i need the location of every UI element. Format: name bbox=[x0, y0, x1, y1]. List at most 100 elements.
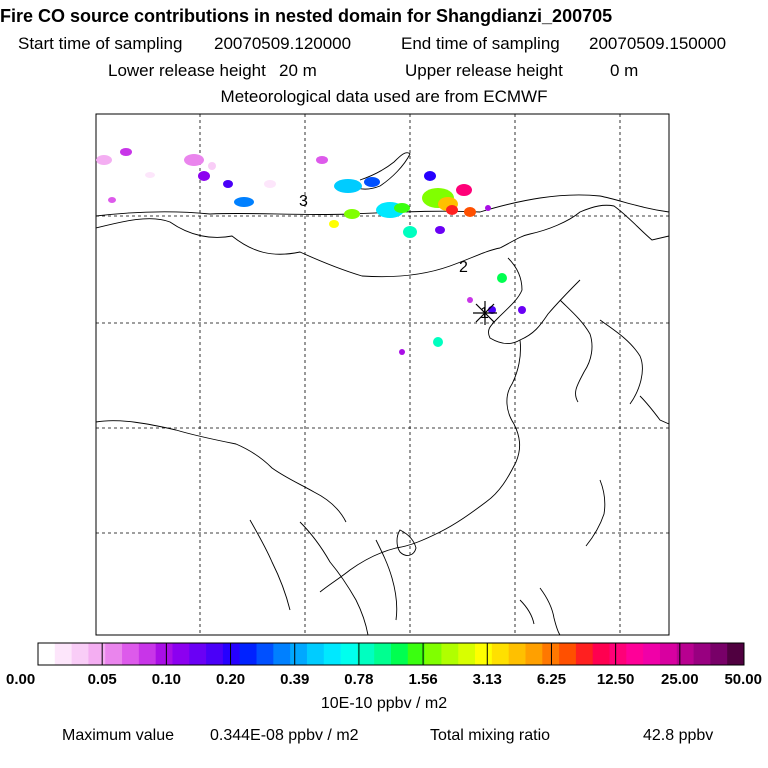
end-time-value: 20070509.150000 bbox=[589, 34, 727, 53]
colorbar-cell bbox=[273, 643, 291, 665]
plume-cell bbox=[198, 171, 210, 181]
colorbar-tick-label: 6.25 bbox=[537, 671, 566, 688]
colorbar-cell bbox=[323, 643, 341, 665]
colorbar-cell bbox=[575, 643, 594, 665]
plume-cell bbox=[120, 148, 132, 156]
release-label-3: 3 bbox=[299, 193, 308, 210]
colorbar-cell bbox=[643, 643, 661, 665]
colorbar-tick-labels: 0.00 0.05 0.10 0.20 0.39 0.78 1.56 3.13 6.25 12.5… bbox=[6, 643, 762, 688]
lower-height-label: Lower release height bbox=[108, 61, 266, 80]
colorbar-tick-label: 0.39 bbox=[280, 671, 309, 688]
plume-cell bbox=[316, 156, 328, 164]
max-value-label: Maximum value bbox=[62, 727, 175, 744]
colorbar-cell bbox=[172, 643, 190, 665]
colorbar-cell bbox=[475, 643, 493, 665]
plume-cell bbox=[334, 179, 362, 193]
map-frame bbox=[95, 113, 670, 636]
colorbar-tick-label: 0.10 bbox=[152, 671, 181, 688]
receptor-star-icon bbox=[473, 301, 497, 325]
colorbar-tick-label: 50.00 bbox=[724, 671, 762, 688]
colorbar-cell bbox=[626, 643, 644, 665]
colorbar-tick-label: 12.50 bbox=[597, 671, 635, 688]
colorbar-cell bbox=[609, 643, 627, 665]
max-value: 0.344E-08 ppbv / m2 bbox=[210, 727, 359, 744]
colorbar-cell bbox=[155, 643, 173, 665]
colorbar-tick-label: 25.00 bbox=[661, 671, 699, 688]
plume-cell bbox=[403, 226, 417, 238]
colorbar-cell bbox=[256, 643, 274, 665]
plume-cell bbox=[96, 155, 112, 165]
colorbar-cell bbox=[71, 643, 89, 665]
plume-cell bbox=[329, 220, 339, 228]
total-mixing-value: 42.8 ppbv bbox=[643, 727, 714, 744]
colorbar-cell bbox=[693, 643, 711, 665]
colorbar-cell bbox=[559, 643, 577, 665]
colorbar-tick-label: 0.05 bbox=[88, 671, 117, 688]
plume-cell bbox=[394, 203, 410, 213]
plot-title: Fire CO source contributions in nested d… bbox=[0, 6, 613, 26]
colorbar-cell bbox=[391, 643, 409, 665]
plume-cell bbox=[518, 306, 526, 314]
end-time-label: End time of sampling bbox=[401, 34, 560, 53]
colorbar-cell bbox=[239, 643, 257, 665]
plume-cell bbox=[234, 197, 254, 207]
plume-cell bbox=[464, 207, 476, 217]
plume-cell bbox=[208, 162, 216, 170]
colorbar-cell bbox=[525, 643, 543, 665]
colorbar-cell bbox=[105, 643, 123, 665]
release-label-2: 2 bbox=[459, 259, 468, 276]
colorbar-cell bbox=[88, 643, 106, 665]
colorbar-cells bbox=[37, 642, 745, 666]
colorbar-cell bbox=[441, 643, 459, 665]
plume-cell bbox=[264, 180, 276, 188]
lower-height-value: 20 m bbox=[279, 61, 317, 80]
colorbar-cell bbox=[206, 643, 224, 665]
colorbar-cell bbox=[710, 643, 728, 665]
colorbar-cell bbox=[374, 643, 392, 665]
start-time-value: 20070509.120000 bbox=[214, 34, 352, 53]
colorbar-cell bbox=[592, 643, 610, 665]
colorbar-cell bbox=[407, 643, 426, 665]
plume-cell bbox=[223, 180, 233, 188]
colorbar-cell bbox=[38, 643, 56, 665]
colorbar-cell bbox=[306, 643, 325, 665]
met-data-line: Meteorological data used are from ECMWF bbox=[220, 87, 548, 106]
colorbar-cell bbox=[340, 643, 358, 665]
colorbar-units: 10E-10 ppbv / m2 bbox=[320, 695, 448, 712]
plume-cell bbox=[424, 171, 436, 181]
colorbar: 0.00 0.05 0.10 0.20 0.39 0.78 1.56 3.13 6.25 12.5… bbox=[6, 642, 762, 688]
plume-cell bbox=[344, 209, 360, 219]
plume-cell bbox=[435, 226, 445, 234]
colorbar-cell bbox=[424, 643, 442, 665]
coastlines-borders bbox=[95, 152, 670, 636]
plume-cell bbox=[446, 205, 458, 215]
colorbar-tick-label: 0.00 bbox=[6, 671, 35, 688]
colorbar-cell bbox=[54, 643, 73, 665]
plume-cell bbox=[364, 177, 380, 187]
colorbar-cell bbox=[138, 643, 157, 665]
colorbar-tick-label: 3.13 bbox=[473, 671, 502, 688]
plume-cell bbox=[399, 349, 405, 355]
plume-cell bbox=[145, 172, 155, 178]
plume-cell bbox=[467, 297, 473, 303]
plume-cell bbox=[485, 205, 491, 211]
map-panel: 1 2 3 bbox=[95, 113, 670, 636]
colorbar-tick-label: 0.20 bbox=[216, 671, 245, 688]
plume-cell bbox=[433, 337, 443, 347]
start-time-label: Start time of sampling bbox=[18, 34, 183, 53]
plume-cell bbox=[497, 273, 507, 283]
upper-height-value: 0 m bbox=[610, 61, 639, 80]
fire-co-plume bbox=[96, 148, 526, 355]
colorbar-cell bbox=[659, 643, 678, 665]
colorbar-cell bbox=[676, 643, 694, 665]
colorbar-cell bbox=[222, 643, 241, 665]
colorbar-tick-label: 1.56 bbox=[408, 671, 437, 688]
colorbar-cell bbox=[189, 643, 207, 665]
colorbar-cell bbox=[122, 643, 140, 665]
colorbar-cell bbox=[290, 643, 308, 665]
total-mixing-label: Total mixing ratio bbox=[430, 727, 551, 744]
plume-cell bbox=[184, 154, 204, 166]
colorbar-cell bbox=[458, 643, 476, 665]
upper-height-label: Upper release height bbox=[405, 61, 563, 80]
release-markers: 1 2 3 bbox=[299, 193, 497, 325]
